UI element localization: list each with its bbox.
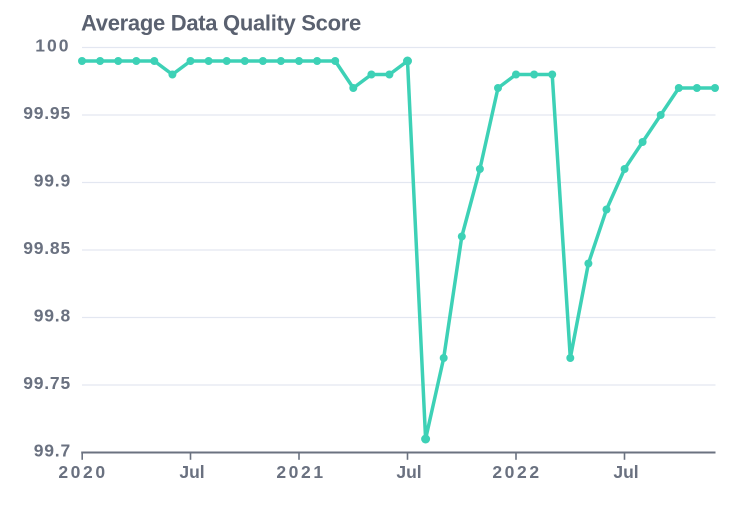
svg-text:Jul: Jul	[613, 462, 638, 482]
svg-text:Jul: Jul	[179, 462, 204, 482]
svg-text:100: 100	[35, 36, 70, 56]
svg-text:99.7: 99.7	[34, 441, 71, 461]
svg-text:2021: 2021	[276, 462, 325, 482]
svg-text:Jul: Jul	[396, 462, 421, 482]
svg-text:99.8: 99.8	[34, 306, 71, 326]
svg-text:99.95: 99.95	[23, 103, 71, 123]
svg-text:2022: 2022	[492, 462, 541, 482]
svg-text:99.9: 99.9	[34, 171, 71, 191]
svg-text:2020: 2020	[58, 462, 107, 482]
svg-text:99.85: 99.85	[23, 238, 71, 258]
svg-text:99.75: 99.75	[23, 373, 71, 393]
svg-text:Average Data Quality Score: Average Data Quality Score	[81, 11, 361, 36]
